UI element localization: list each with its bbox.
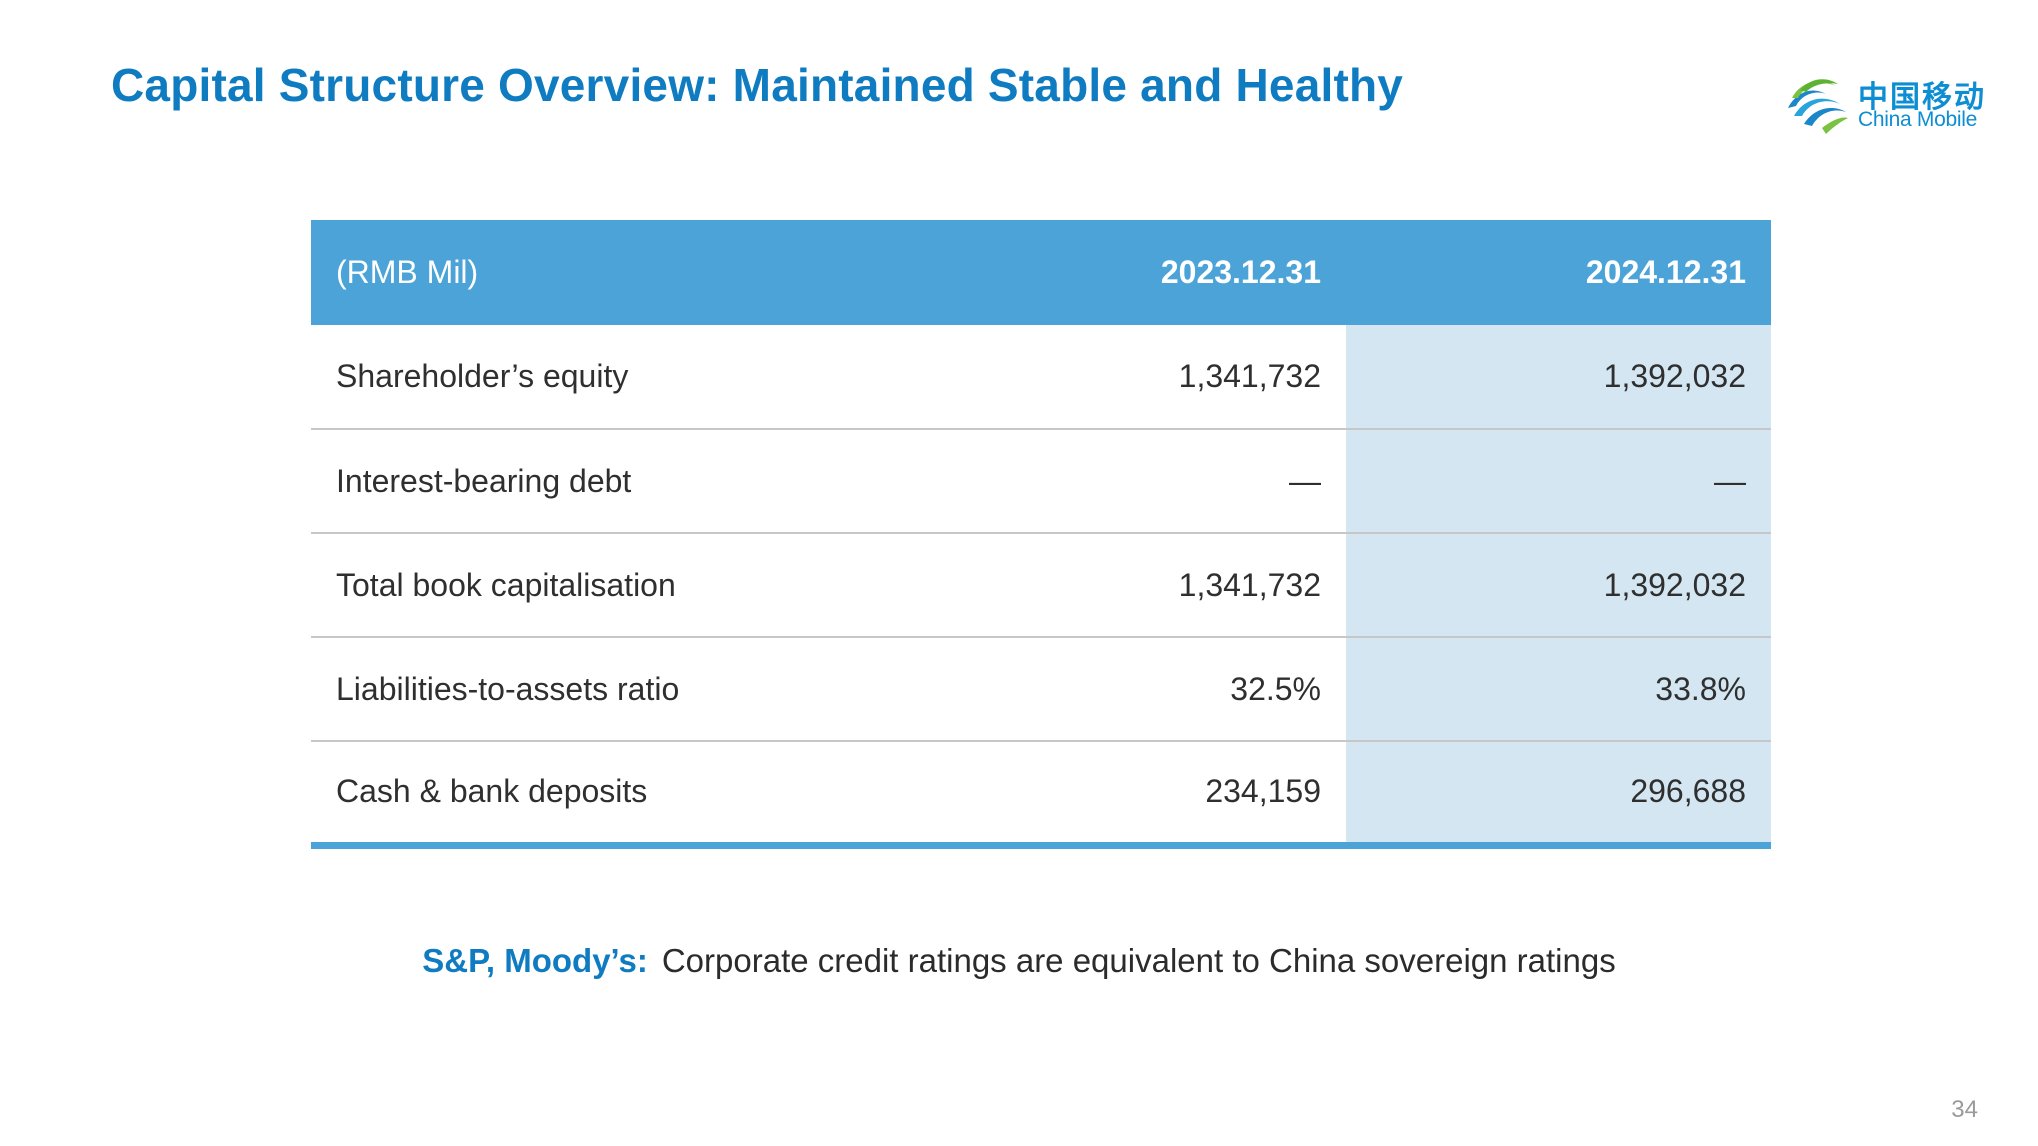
table-row: Shareholder’s equity 1,341,732 1,392,032 xyxy=(311,325,1771,430)
value-2024: 1,392,032 xyxy=(1346,325,1771,430)
value-2024: 1,392,032 xyxy=(1346,533,1771,638)
value-2023: 1,341,732 xyxy=(921,325,1346,430)
value-2023: 32.5% xyxy=(921,637,1346,742)
header-unit: (RMB Mil) xyxy=(311,220,921,325)
row-label: Cash & bank deposits xyxy=(311,741,921,849)
table-row: Total book capitalisation 1,341,732 1,39… xyxy=(311,533,1771,638)
credit-rating-note: S&P, Moody’s: Corporate credit ratings ar… xyxy=(0,942,2038,980)
value-2023: 1,341,732 xyxy=(921,533,1346,638)
table-row: Interest-bearing debt — — xyxy=(311,429,1771,534)
header-2023: 2023.12.31 xyxy=(921,220,1346,325)
row-label: Shareholder’s equity xyxy=(311,325,921,430)
page-number: 34 xyxy=(1951,1096,1978,1123)
value-2024: 33.8% xyxy=(1346,637,1771,742)
china-mobile-logo-icon xyxy=(1788,79,1848,134)
table-header-row: (RMB Mil) 2023.12.31 2024.12.31 xyxy=(311,220,1771,325)
rating-agencies: S&P, Moody’s: xyxy=(422,942,648,979)
logo-text-chinese: 中国移动 xyxy=(1858,80,1986,115)
capital-structure-table-body: (RMB Mil) 2023.12.31 2024.12.31 Sharehol… xyxy=(311,220,1771,849)
value-2023: — xyxy=(921,429,1346,534)
table-row: Cash & bank deposits 234,159 296,688 xyxy=(311,741,1771,849)
row-label: Interest-bearing debt xyxy=(311,429,921,534)
value-2024: — xyxy=(1346,429,1771,534)
table-row: Liabilities-to-assets ratio 32.5% 33.8% xyxy=(311,637,1771,742)
value-2024: 296,688 xyxy=(1346,741,1771,849)
slide-title: Capital Structure Overview: Maintained S… xyxy=(111,59,1404,111)
logo-text-english: China Mobile xyxy=(1858,108,1977,131)
china-mobile-logo: 中国移动 China Mobile xyxy=(1782,68,1992,136)
value-2023: 234,159 xyxy=(921,741,1346,849)
header-2024: 2024.12.31 xyxy=(1346,220,1771,325)
rating-statement: Corporate credit ratings are equivalent … xyxy=(661,942,1616,979)
row-label: Liabilities-to-assets ratio xyxy=(311,637,921,742)
row-label: Total book capitalisation xyxy=(311,533,921,638)
